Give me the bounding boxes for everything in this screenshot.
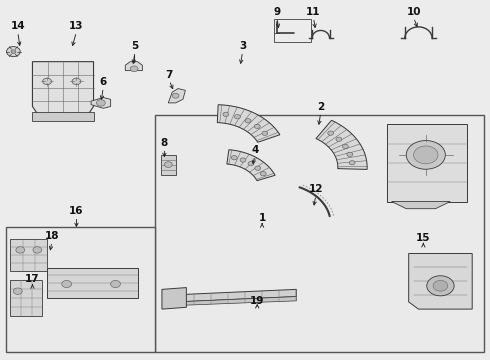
- Text: 10: 10: [406, 7, 421, 17]
- Polygon shape: [409, 253, 472, 309]
- Circle shape: [13, 288, 22, 294]
- Polygon shape: [32, 62, 94, 114]
- Polygon shape: [392, 202, 450, 209]
- Text: 6: 6: [99, 77, 107, 87]
- Polygon shape: [10, 239, 47, 271]
- Text: 1: 1: [259, 213, 266, 223]
- Circle shape: [6, 46, 20, 57]
- Circle shape: [172, 93, 179, 98]
- Polygon shape: [125, 62, 143, 71]
- Polygon shape: [217, 105, 280, 142]
- Circle shape: [347, 152, 353, 157]
- Text: 12: 12: [309, 184, 323, 194]
- Polygon shape: [168, 89, 185, 103]
- Circle shape: [336, 137, 342, 141]
- Polygon shape: [91, 98, 111, 108]
- Circle shape: [433, 280, 448, 291]
- Circle shape: [11, 50, 16, 53]
- Circle shape: [16, 247, 24, 253]
- Polygon shape: [176, 297, 296, 306]
- Text: 5: 5: [131, 41, 139, 51]
- Circle shape: [223, 112, 229, 117]
- Circle shape: [111, 280, 121, 288]
- Circle shape: [97, 100, 105, 106]
- Text: 14: 14: [10, 21, 25, 31]
- Circle shape: [248, 161, 254, 166]
- Circle shape: [235, 114, 240, 119]
- Circle shape: [255, 166, 261, 170]
- Text: 15: 15: [416, 233, 431, 243]
- Bar: [5, 226, 155, 352]
- Circle shape: [254, 124, 260, 129]
- Polygon shape: [227, 150, 275, 181]
- Circle shape: [414, 146, 438, 164]
- Text: 17: 17: [25, 274, 40, 284]
- Circle shape: [231, 156, 237, 160]
- Circle shape: [262, 131, 268, 135]
- Circle shape: [343, 144, 348, 149]
- Bar: [155, 116, 485, 352]
- Polygon shape: [162, 288, 186, 309]
- Text: 16: 16: [69, 206, 84, 216]
- Text: 3: 3: [239, 41, 246, 51]
- Text: 11: 11: [306, 7, 320, 17]
- Circle shape: [130, 66, 138, 72]
- Circle shape: [427, 276, 454, 296]
- Text: 9: 9: [273, 7, 280, 17]
- Circle shape: [406, 140, 445, 169]
- Circle shape: [245, 119, 251, 123]
- Text: 19: 19: [250, 296, 265, 306]
- Circle shape: [43, 78, 51, 85]
- Polygon shape: [161, 155, 175, 175]
- Polygon shape: [10, 280, 42, 316]
- Circle shape: [240, 158, 246, 162]
- Circle shape: [62, 280, 72, 288]
- Text: 2: 2: [317, 102, 324, 112]
- Polygon shape: [316, 120, 367, 170]
- Circle shape: [164, 162, 172, 167]
- Circle shape: [260, 172, 266, 176]
- Circle shape: [72, 78, 81, 85]
- Text: 4: 4: [251, 145, 258, 155]
- Polygon shape: [176, 289, 296, 302]
- Polygon shape: [47, 268, 138, 298]
- Circle shape: [349, 161, 355, 165]
- Polygon shape: [387, 125, 467, 202]
- Text: 7: 7: [166, 69, 173, 80]
- Bar: [32, 112, 94, 121]
- Text: 13: 13: [69, 21, 84, 31]
- Text: 8: 8: [161, 138, 168, 148]
- Text: 18: 18: [45, 231, 59, 241]
- Circle shape: [33, 247, 42, 253]
- Bar: [274, 19, 311, 42]
- Circle shape: [328, 131, 334, 135]
